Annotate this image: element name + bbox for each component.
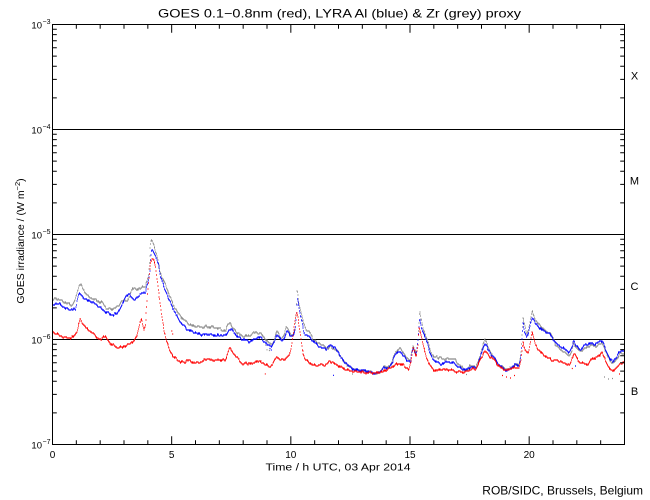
svg-text:0: 0 — [50, 450, 56, 461]
svg-text:−3: −3 — [43, 19, 51, 26]
svg-text:10: 10 — [31, 440, 42, 451]
svg-text:−7: −7 — [43, 439, 51, 446]
svg-text:−5: −5 — [43, 229, 51, 236]
svg-text:GOES irradiance / (W m−2): GOES irradiance / (W m−2) — [13, 178, 27, 303]
svg-text:10: 10 — [285, 450, 297, 461]
svg-text:10: 10 — [31, 230, 42, 241]
svg-text:B: B — [631, 386, 638, 398]
svg-text:GOES 0.1−0.8nm (red), LYRA Al: GOES 0.1−0.8nm (red), LYRA Al (blue) & Z… — [158, 7, 521, 21]
svg-text:10: 10 — [31, 125, 42, 136]
svg-text:5: 5 — [169, 450, 175, 461]
svg-text:Time / h UTC, 03 Apr 2014: Time / h UTC, 03 Apr 2014 — [266, 462, 411, 474]
svg-text:10: 10 — [31, 20, 42, 31]
svg-text:C: C — [631, 281, 639, 293]
svg-text:−4: −4 — [43, 124, 51, 131]
svg-text:10: 10 — [31, 335, 42, 346]
svg-text:20: 20 — [524, 450, 536, 461]
svg-text:−6: −6 — [43, 334, 51, 341]
svg-text:X: X — [631, 71, 639, 83]
svg-text:ROB/SIDC, Brussels, Belgium: ROB/SIDC, Brussels, Belgium — [482, 484, 643, 498]
svg-text:15: 15 — [404, 450, 416, 461]
svg-text:M: M — [630, 176, 639, 188]
